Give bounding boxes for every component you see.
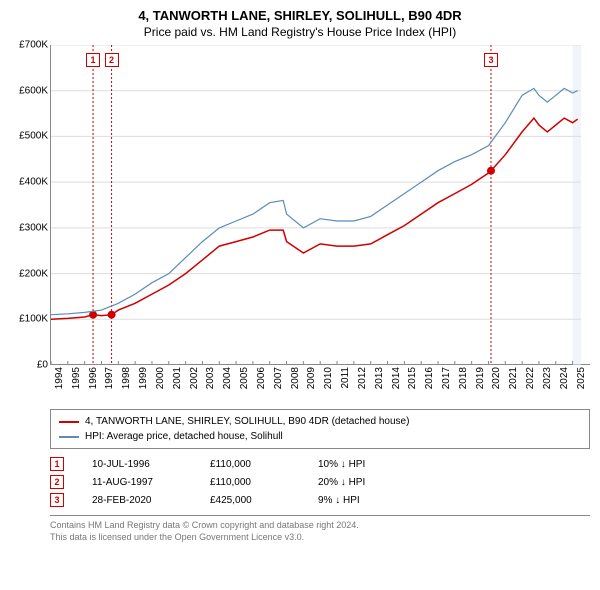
x-tick-label: 2011 (340, 367, 351, 389)
y-tick-label: £500K (19, 131, 48, 142)
x-tick-label: 2017 (441, 367, 452, 389)
x-tick-label: 2006 (256, 367, 267, 389)
x-tick-label: 2014 (391, 367, 402, 389)
x-tick-label: 1998 (121, 367, 132, 389)
x-tick-label: 2021 (508, 367, 519, 389)
event-price: £110,000 (210, 459, 290, 470)
x-tick-label: 2015 (407, 367, 418, 389)
event-badge-icon: 3 (50, 493, 64, 507)
x-tick-label: 2016 (424, 367, 435, 389)
chart-area: £0£100K£200K£300K£400K£500K£600K£700K 12… (10, 45, 590, 405)
event-price: £110,000 (210, 477, 290, 488)
chart-title: 4, TANWORTH LANE, SHIRLEY, SOLIHULL, B90… (10, 8, 590, 23)
legend-item: 4, TANWORTH LANE, SHIRLEY, SOLIHULL, B90… (59, 414, 581, 429)
legend-swatch (59, 436, 79, 438)
events-table: 1 10-JUL-1996 £110,000 10% ↓ HPI 2 11-AU… (50, 455, 590, 509)
x-tick-label: 2022 (525, 367, 536, 389)
event-date: 11-AUG-1997 (92, 477, 182, 488)
event-marker-badge: 1 (86, 53, 100, 67)
x-tick-label: 2007 (273, 367, 284, 389)
chart-subtitle: Price paid vs. HM Land Registry's House … (10, 25, 590, 39)
footer-line: Contains HM Land Registry data © Crown c… (50, 520, 590, 532)
event-date: 28-FEB-2020 (92, 495, 182, 506)
y-tick-label: £0 (37, 360, 48, 371)
x-tick-label: 2025 (576, 367, 587, 389)
title-block: 4, TANWORTH LANE, SHIRLEY, SOLIHULL, B90… (10, 8, 590, 39)
event-marker-badge: 3 (484, 53, 498, 67)
x-tick-label: 2003 (205, 367, 216, 389)
y-tick-label: £400K (19, 177, 48, 188)
event-row: 3 28-FEB-2020 £425,000 9% ↓ HPI (50, 491, 590, 509)
legend-item: HPI: Average price, detached house, Soli… (59, 429, 581, 444)
legend: 4, TANWORTH LANE, SHIRLEY, SOLIHULL, B90… (50, 409, 590, 449)
x-tick-label: 2019 (475, 367, 486, 389)
x-tick-label: 2020 (491, 367, 502, 389)
y-tick-label: £100K (19, 314, 48, 325)
x-tick-label: 2009 (306, 367, 317, 389)
event-delta: 20% ↓ HPI (318, 477, 398, 488)
x-tick-label: 1997 (104, 367, 115, 389)
footer-line: This data is licensed under the Open Gov… (50, 532, 590, 544)
x-tick-label: 1994 (54, 367, 65, 389)
x-tick-label: 2018 (458, 367, 469, 389)
x-tick-label: 2024 (559, 367, 570, 389)
x-tick-label: 2012 (357, 367, 368, 389)
y-axis-labels: £0£100K£200K£300K£400K£500K£600K£700K (10, 45, 50, 365)
plot: 12 3 (50, 45, 590, 365)
x-tick-label: 2008 (290, 367, 301, 389)
x-tick-label: 1999 (138, 367, 149, 389)
x-tick-label: 2013 (374, 367, 385, 389)
event-badge-icon: 1 (50, 457, 64, 471)
event-price: £425,000 (210, 495, 290, 506)
x-tick-label: 2001 (172, 367, 183, 389)
x-tick-label: 2002 (189, 367, 200, 389)
footer: Contains HM Land Registry data © Crown c… (50, 515, 590, 543)
legend-label: 4, TANWORTH LANE, SHIRLEY, SOLIHULL, B90… (85, 414, 409, 429)
x-axis-labels: 1994 1995 1996 1997 1998 1999 2000 2001 2002 2003… (50, 365, 590, 405)
y-tick-label: £300K (19, 222, 48, 233)
y-tick-label: £700K (19, 40, 48, 51)
plot-svg (51, 45, 581, 365)
x-tick-label: 2010 (323, 367, 334, 389)
event-delta: 10% ↓ HPI (318, 459, 398, 470)
event-date: 10-JUL-1996 (92, 459, 182, 470)
legend-swatch (59, 421, 79, 423)
event-row: 1 10-JUL-1996 £110,000 10% ↓ HPI (50, 455, 590, 473)
event-delta: 9% ↓ HPI (318, 495, 398, 506)
event-marker-badge: 2 (105, 53, 119, 67)
x-tick-label: 2005 (239, 367, 250, 389)
x-tick-label: 2023 (542, 367, 553, 389)
event-row: 2 11-AUG-1997 £110,000 20% ↓ HPI (50, 473, 590, 491)
x-tick-label: 2000 (155, 367, 166, 389)
x-tick-label: 2004 (222, 367, 233, 389)
event-badge-icon: 2 (50, 475, 64, 489)
x-tick-label: 1996 (88, 367, 99, 389)
y-tick-label: £600K (19, 85, 48, 96)
legend-label: HPI: Average price, detached house, Soli… (85, 429, 283, 444)
y-tick-label: £200K (19, 268, 48, 279)
x-tick-label: 1995 (71, 367, 82, 389)
